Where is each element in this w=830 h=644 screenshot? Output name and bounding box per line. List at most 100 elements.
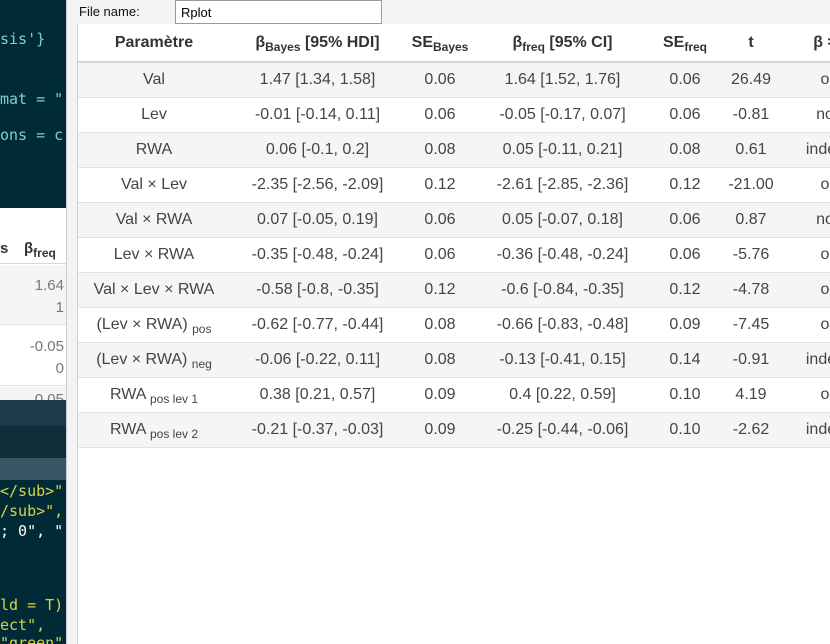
cell-text: -0.01 [-0.14, 0.11] — [254, 105, 381, 123]
cell-text: -0.62 [-0.77, -0.44] — [251, 315, 384, 333]
table-cell-t: -7.45 — [720, 307, 782, 343]
code-line: ld = T) — [0, 596, 64, 614]
cell-text: -0.58 [-0.8, -0.35] — [256, 280, 379, 298]
table-cell-last: no — [782, 97, 830, 133]
code-editor-panel: sis'} mat = " ons = c s βfreq 1.64 1 -0.… — [0, 0, 66, 644]
table-cell-t: 4.19 — [720, 377, 782, 413]
table-row: (Lev × RWA) neg -0.06 [-0.22, 0.11] 0.08 -0… — [78, 342, 830, 378]
cell-text: -21.00 — [728, 175, 774, 193]
cell-text: o — [820, 280, 830, 298]
table-cell-se-freq: 0.09 — [650, 307, 720, 343]
table-cell-se-bayes: 0.06 — [405, 237, 475, 273]
cell-text: 0.38 [0.21, 0.57] — [259, 385, 376, 403]
table-cell-last: no — [782, 202, 830, 238]
table-cell-se-bayes: 0.06 — [405, 97, 475, 133]
cell-text: 0.06 — [424, 70, 456, 88]
results-table: Paramètre βBayes [95% HDI] SEBayes βfreq [9… — [78, 24, 830, 448]
cell-text: 0.06 — [424, 245, 456, 263]
cell-text: 0.06 — [669, 245, 701, 263]
cell-text: -0.6 [-0.84, -0.35] — [501, 280, 624, 298]
code-line: /sub>", — [0, 502, 64, 520]
table-cell-param: (Lev × RWA) neg — [78, 342, 230, 378]
cell-text: -0.25 [-0.44, -0.06] — [496, 420, 629, 438]
cell-text: -2.62 — [732, 420, 770, 438]
table-cell-freq: 0.4 [0.22, 0.59] — [475, 377, 650, 413]
table-cell-freq: -2.61 [-2.85, -2.36] — [475, 167, 650, 203]
column-header-subscript: freq — [522, 39, 545, 54]
column-header-text: β — [255, 33, 266, 51]
table-row: Val × Lev × RWA -0.58 [-0.8, -0.35] 0.12 -0… — [78, 272, 830, 308]
table-row: RWA pos lev 2 -0.21 [-0.37, -0.03] 0.09 -0.… — [78, 412, 830, 448]
plot-preview: Paramètre βBayes [95% HDI] SEBayes βfreq [9… — [77, 24, 830, 644]
table-cell-t: -5.76 — [720, 237, 782, 273]
column-header-text: β = — [813, 33, 830, 51]
cell-text: Lev — [141, 105, 167, 123]
table-cell-last: o — [782, 307, 830, 343]
table-cell-se-freq: 0.08 — [650, 132, 720, 168]
table-cell-bayes: -2.35 [-2.56, -2.09] — [230, 167, 405, 203]
cell-text: 1.64 [1.52, 1.76] — [504, 70, 621, 88]
column-header-subscript: Bayes — [265, 39, 301, 54]
table-cell-bayes: 0.07 [-0.05, 0.19] — [230, 202, 405, 238]
editor-panel-bars — [0, 400, 66, 480]
cell-text: -0.35 [-0.48, -0.24] — [251, 245, 384, 263]
cell-text: 1.47 [1.34, 1.58] — [259, 70, 376, 88]
cell-text: -0.66 [-0.83, -0.48] — [496, 315, 629, 333]
file-name-label: File name: — [79, 4, 140, 19]
cell: 0 — [55, 360, 64, 377]
table-cell-last: o — [782, 167, 830, 203]
code-line: ons = c — [0, 126, 64, 144]
cell-text: Val — [143, 70, 165, 88]
background-table-row: 1.64 1 — [0, 265, 66, 325]
table-cell-bayes: -0.21 [-0.37, -0.03] — [230, 412, 405, 448]
code-line: ; 0", " — [0, 522, 64, 540]
cell-text: Val × RWA — [115, 210, 193, 228]
cell-text: indéc — [805, 140, 830, 158]
cell-text: o — [820, 315, 830, 333]
table-cell-bayes: 0.06 [-0.1, 0.2] — [230, 132, 405, 168]
panel-bar — [0, 426, 66, 458]
table-cell-t: -2.62 — [720, 412, 782, 448]
param-subscript: neg — [191, 356, 212, 371]
cell-text: 0.08 — [669, 140, 701, 158]
table-cell-se-bayes: 0.08 — [405, 342, 475, 378]
table-cell-param: RWA pos lev 1 — [78, 377, 230, 413]
header-text: β — [24, 240, 34, 257]
background-table-row: -0.05 0 — [0, 326, 66, 386]
table-cell-se-bayes: 0.09 — [405, 377, 475, 413]
cell-text: -0.13 [-0.41, 0.15] — [499, 350, 626, 368]
column-header-text: β — [512, 33, 523, 51]
table-cell-se-freq: 0.10 — [650, 377, 720, 413]
cell-text: indéc — [805, 420, 830, 438]
cell-text: 0.14 — [669, 350, 701, 368]
cell-text: 0.06 — [424, 210, 456, 228]
cell-text: Lev × RWA — [113, 245, 195, 263]
cell-text: RWA — [135, 140, 173, 158]
table-cell-t: -0.81 — [720, 97, 782, 133]
table-cell-t: 0.61 — [720, 132, 782, 168]
cell-text: -0.05 [-0.17, 0.07] — [499, 105, 626, 123]
code-line: ect", — [0, 616, 46, 634]
cell-text: 0.05 [-0.11, 0.21] — [502, 140, 623, 158]
cell-text: Val × Lev × RWA — [93, 280, 215, 298]
table-cell-se-freq: 0.06 — [650, 62, 720, 98]
table-cell-param: Lev — [78, 97, 230, 133]
panel-bar — [0, 458, 66, 480]
cell-text: 0.07 [-0.05, 0.19] — [257, 210, 378, 228]
cell-text: 0.08 — [424, 140, 456, 158]
header-cell: s — [0, 240, 9, 257]
table-cell-param: (Lev × RWA) pos — [78, 307, 230, 343]
background-table-preview: s βfreq 1.64 1 -0.05 0 0.05 — [0, 208, 66, 400]
table-cell-bayes: -0.62 [-0.77, -0.44] — [230, 307, 405, 343]
file-name-input[interactable] — [175, 0, 382, 24]
cell-text: no — [816, 105, 830, 123]
table-cell-freq: 1.64 [1.52, 1.76] — [475, 62, 650, 98]
table-cell-freq: 0.05 [-0.07, 0.18] — [475, 202, 650, 238]
cell-text: 0.08 — [424, 350, 456, 368]
cell-text: 0.06 — [669, 70, 701, 88]
table-cell-param: Val × Lev — [78, 167, 230, 203]
table-cell-param: RWA — [78, 132, 230, 168]
table-cell-bayes: -0.06 [-0.22, 0.11] — [230, 342, 405, 378]
cell-text: -0.21 [-0.37, -0.03] — [251, 420, 384, 438]
